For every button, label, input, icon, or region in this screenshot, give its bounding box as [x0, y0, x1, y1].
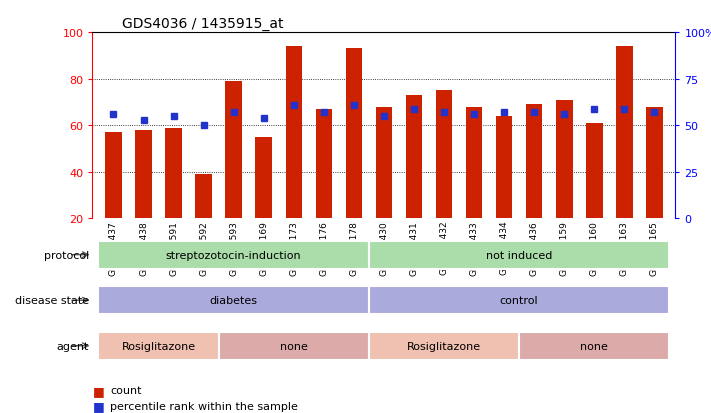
Text: agent: agent — [56, 341, 89, 351]
Bar — [98, 332, 219, 360]
Text: none: none — [580, 341, 608, 351]
Text: none: none — [280, 341, 308, 351]
Text: Rosiglitazone: Rosiglitazone — [122, 341, 196, 351]
Bar — [646, 107, 663, 219]
Text: percentile rank within the sample: percentile rank within the sample — [110, 401, 298, 411]
Bar — [135, 131, 151, 219]
Bar — [369, 241, 670, 269]
Text: ■: ■ — [92, 384, 105, 397]
Bar — [98, 241, 369, 269]
Text: protocol: protocol — [43, 250, 89, 260]
Bar — [98, 287, 369, 314]
Text: streptozotocin-induction: streptozotocin-induction — [166, 250, 301, 260]
Bar — [526, 105, 542, 219]
Bar — [369, 332, 519, 360]
Bar — [496, 116, 513, 219]
Bar — [286, 47, 302, 219]
Bar — [586, 123, 603, 219]
Text: Rosiglitazone: Rosiglitazone — [407, 341, 481, 351]
Bar — [436, 91, 452, 219]
Text: ■: ■ — [92, 399, 105, 412]
Bar — [165, 128, 182, 219]
Bar — [556, 100, 572, 219]
Bar — [406, 96, 422, 219]
Text: count: count — [110, 385, 141, 395]
Text: control: control — [500, 295, 538, 306]
Bar — [346, 49, 362, 219]
Bar — [375, 107, 392, 219]
Bar — [369, 287, 670, 314]
Bar — [196, 175, 212, 219]
Bar — [105, 133, 122, 219]
Bar — [616, 47, 633, 219]
Bar — [219, 332, 369, 360]
Bar — [316, 110, 332, 219]
Bar — [225, 82, 242, 219]
Bar — [519, 332, 670, 360]
Text: GDS4036 / 1435915_at: GDS4036 / 1435915_at — [122, 17, 283, 31]
Bar — [255, 138, 272, 219]
Bar — [466, 107, 482, 219]
Text: diabetes: diabetes — [210, 295, 257, 306]
Text: not induced: not induced — [486, 250, 552, 260]
Text: disease state: disease state — [15, 295, 89, 306]
